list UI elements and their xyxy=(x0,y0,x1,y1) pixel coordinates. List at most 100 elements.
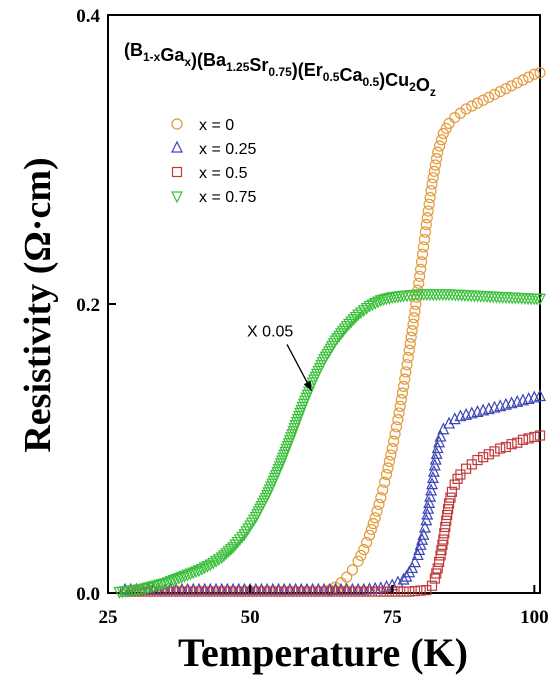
data-point xyxy=(409,585,421,597)
data-point xyxy=(408,312,420,324)
data-point xyxy=(340,582,353,595)
data-point xyxy=(324,586,335,597)
data-point xyxy=(267,586,278,597)
data-point xyxy=(182,586,193,597)
data-point xyxy=(154,586,165,597)
legend: x = 0 x = 0.25 x = 0.5 x = 0.75 xyxy=(171,117,256,206)
data-point xyxy=(500,441,511,453)
series-0 xyxy=(324,67,546,596)
data-point xyxy=(244,582,257,595)
x-tick-label: 50 xyxy=(241,607,260,628)
data-point xyxy=(323,582,336,595)
data-point xyxy=(239,586,250,597)
data-point xyxy=(176,586,187,597)
legend-label: x = 0.25 xyxy=(199,141,256,158)
data-point xyxy=(201,560,214,573)
data-point xyxy=(415,263,427,275)
data-point xyxy=(272,582,285,595)
data-point xyxy=(198,562,211,575)
data-point xyxy=(396,387,409,399)
data-point xyxy=(422,205,434,217)
data-point xyxy=(425,483,438,496)
data-point xyxy=(477,94,489,106)
data-point xyxy=(429,159,442,171)
data-point xyxy=(198,582,211,595)
data-point xyxy=(283,582,296,595)
data-point xyxy=(343,318,355,331)
data-point xyxy=(171,586,182,597)
data-point xyxy=(216,586,227,597)
data-point xyxy=(256,586,267,597)
data-point xyxy=(333,330,346,343)
data-point xyxy=(153,579,166,592)
data-point xyxy=(295,582,308,595)
data-point xyxy=(296,586,307,597)
data-point xyxy=(232,582,245,595)
data-point xyxy=(278,582,291,595)
data-point xyxy=(229,539,242,552)
data-point xyxy=(361,536,373,549)
data-point xyxy=(375,492,387,504)
data-point xyxy=(433,435,446,448)
data-point xyxy=(178,570,191,583)
y-tick-label: 0.2 xyxy=(76,295,100,316)
data-point xyxy=(167,575,180,587)
data-point xyxy=(393,407,405,419)
data-point xyxy=(345,316,358,329)
data-point xyxy=(187,567,200,580)
data-point xyxy=(377,294,390,307)
data-point xyxy=(406,561,419,574)
data-point xyxy=(192,565,205,578)
data-point xyxy=(273,586,284,597)
data-point xyxy=(144,581,157,594)
data-point xyxy=(222,586,233,597)
data-point xyxy=(454,107,467,119)
data-point xyxy=(346,582,359,595)
data-point xyxy=(383,292,396,305)
data-point xyxy=(410,298,422,310)
data-point xyxy=(434,556,445,568)
data-point xyxy=(190,566,203,579)
data-point xyxy=(329,335,342,348)
data-point xyxy=(215,582,228,595)
data-point xyxy=(426,580,438,591)
data-point xyxy=(419,226,431,238)
data-point xyxy=(364,586,375,597)
data-point xyxy=(534,389,546,402)
data-point xyxy=(284,586,295,597)
data-point xyxy=(380,468,393,481)
data-point xyxy=(357,305,370,318)
data-point xyxy=(506,439,517,450)
data-point xyxy=(406,325,418,337)
data-point xyxy=(141,582,154,595)
annotation-label: X 0.05 xyxy=(247,323,293,340)
data-point xyxy=(426,178,438,190)
data-point xyxy=(338,323,351,336)
data-point xyxy=(360,303,373,315)
data-point xyxy=(170,573,183,586)
data-point xyxy=(435,550,446,561)
data-point xyxy=(433,140,446,152)
data-point xyxy=(428,165,440,177)
data-point xyxy=(220,548,233,561)
data-point xyxy=(404,338,416,350)
data-point xyxy=(397,380,410,392)
legend-marker xyxy=(171,140,183,153)
data-point xyxy=(424,489,437,502)
data-point xyxy=(408,555,421,568)
x-tick-label: 75 xyxy=(383,607,402,628)
data-point xyxy=(413,277,425,289)
data-point xyxy=(483,91,495,103)
data-point xyxy=(392,586,403,597)
data-point xyxy=(365,523,377,536)
data-point xyxy=(210,555,222,568)
data-point xyxy=(429,452,442,465)
series-3 xyxy=(113,289,546,599)
data-point xyxy=(352,309,365,322)
data-point xyxy=(471,97,484,109)
data-point xyxy=(534,430,546,441)
data-point xyxy=(318,586,330,597)
legend-label: x = 0.5 xyxy=(199,165,248,182)
data-point xyxy=(353,586,364,597)
